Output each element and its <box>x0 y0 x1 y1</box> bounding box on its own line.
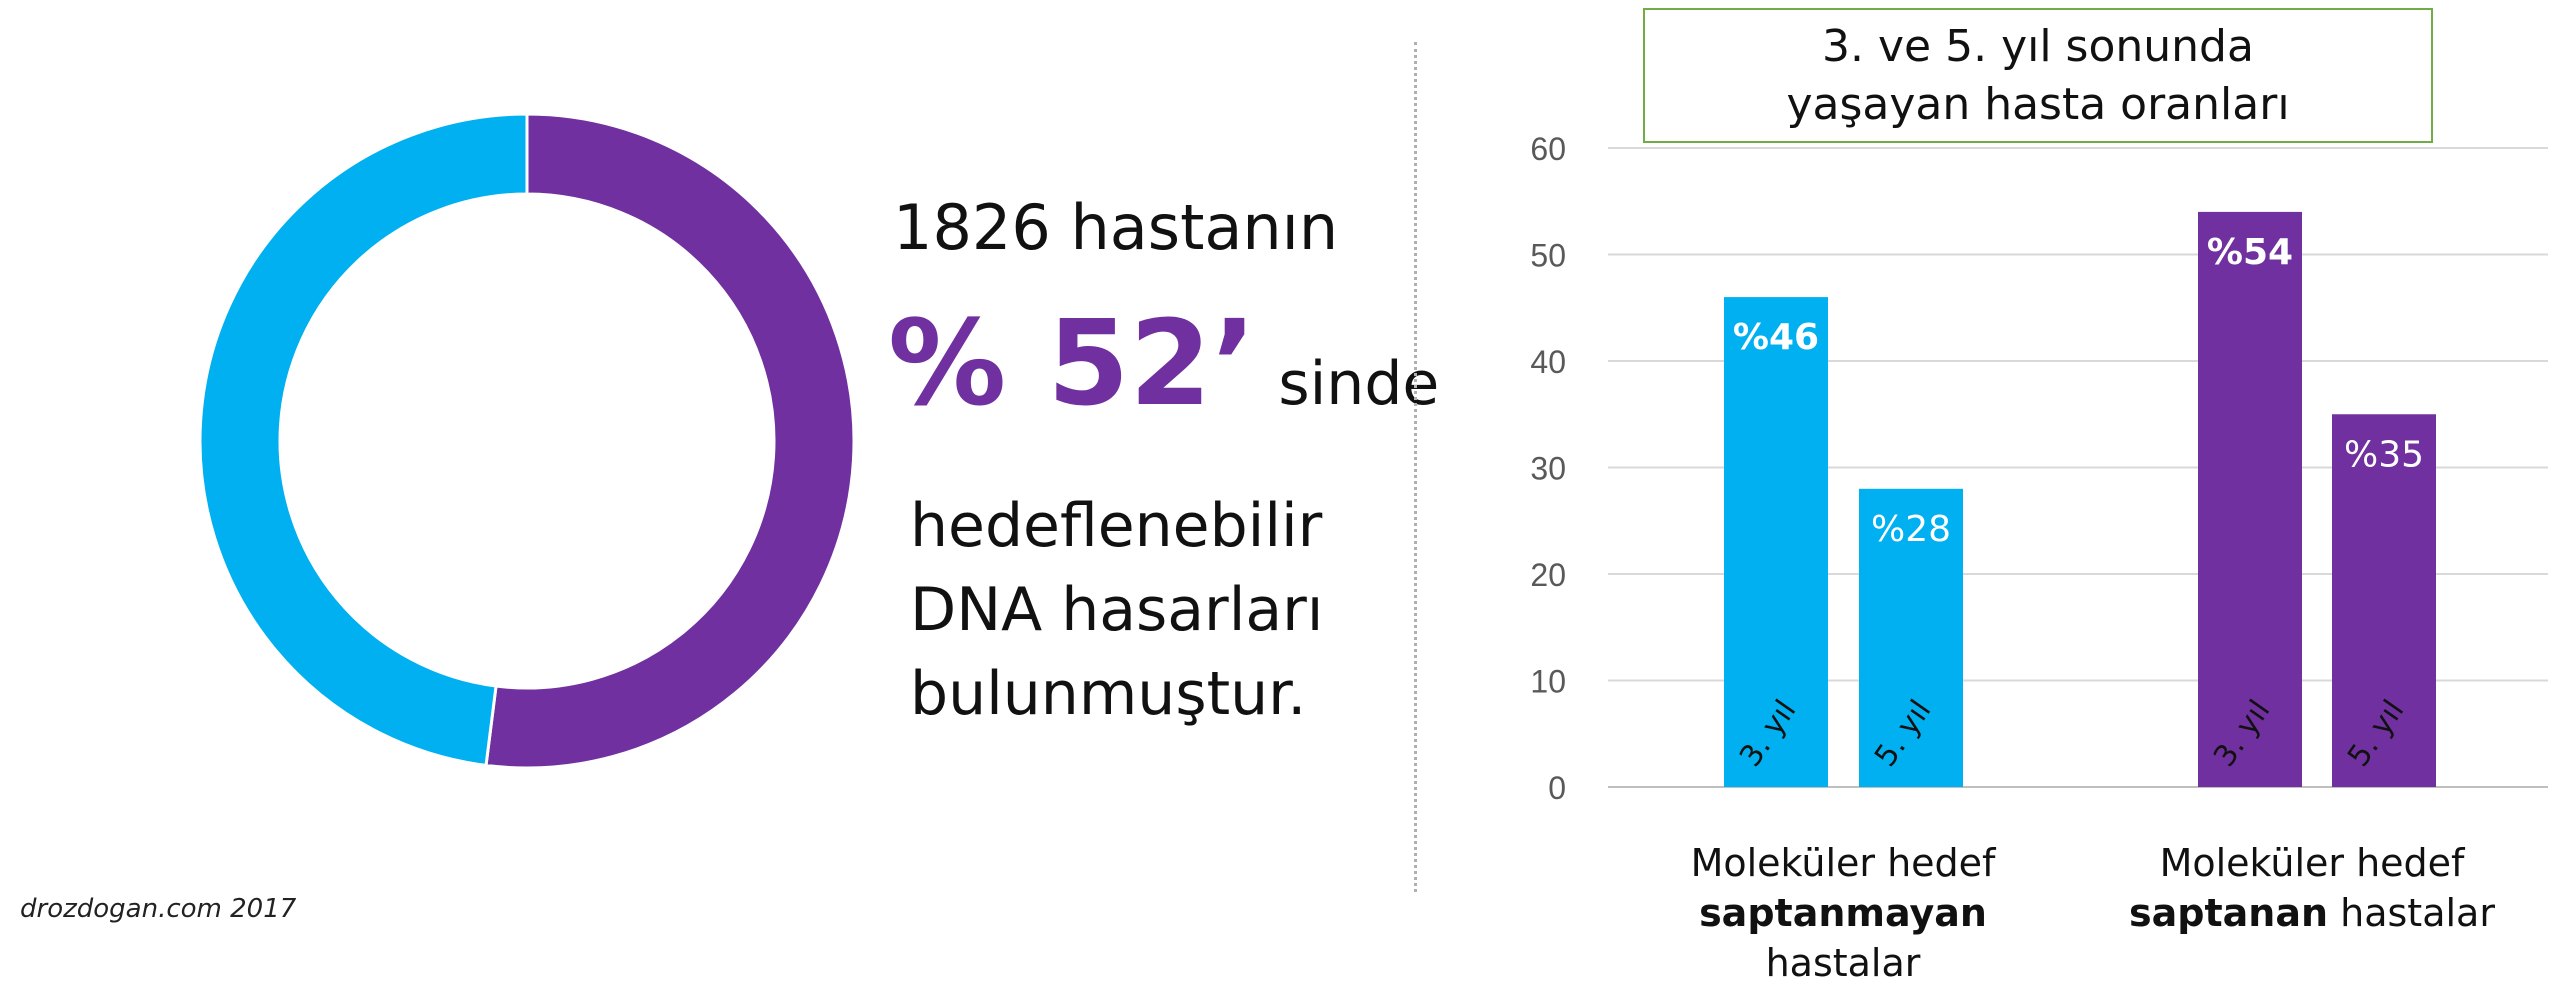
x-category-label-2-rest: hastalar <box>2328 891 2495 935</box>
bar-2 <box>1859 488 1963 787</box>
panel-divider <box>1414 42 1417 892</box>
donut-slice-1 <box>484 112 856 770</box>
x-category-label-2: Moleküler hedef saptanan hastalar <box>2102 838 2522 938</box>
y-tick-label-40: 40 <box>1530 344 1566 380</box>
bar-value-label-3: %54 <box>2207 232 2293 273</box>
bar-1 <box>1724 297 1828 787</box>
y-tick-label-30: 30 <box>1530 451 1566 487</box>
bar-value-label-4: %35 <box>2344 434 2424 475</box>
bar-4 <box>2332 414 2436 787</box>
chart-title-line-2: yaşayan hasta oranları <box>1786 78 2290 130</box>
footer-credit: drozdogan.com 2017 <box>20 894 297 924</box>
big-percentage: % 52’ <box>888 294 1257 432</box>
chart-title-box: 3. ve 5. yıl sonunda yaşayan hasta oranl… <box>1643 8 2433 143</box>
y-tick-label-10: 10 <box>1530 664 1566 700</box>
bar-value-label-2: %28 <box>1871 509 1951 550</box>
bar-value-label-1: %46 <box>1733 317 1819 358</box>
y-tick-label-0: 0 <box>1548 770 1566 806</box>
x-category-label-2-bold: saptanan <box>2129 891 2329 935</box>
y-tick-label-20: 20 <box>1530 557 1566 593</box>
percentage-suffix: sinde <box>1278 349 1440 419</box>
x-category-label-1: Moleküler hedef saptanmayan hastalar <box>1633 838 2053 988</box>
patient-count-text: 1826 hastanın <box>893 191 1339 264</box>
x-category-label-1-bold: saptanmayan <box>1699 891 1987 935</box>
bar-3 <box>2198 211 2302 787</box>
description-line-3: bulunmuştur. <box>910 659 1307 729</box>
percentage-row: % 52’ sinde <box>888 298 1439 428</box>
chart-title-line-1: 3. ve 5. yıl sonunda <box>1822 20 2254 72</box>
donut-chart <box>198 112 856 770</box>
x-category-label-2-line-1: Moleküler hedef <box>2159 841 2465 885</box>
description-line-1: hedeflenebilir <box>910 491 1323 561</box>
x-category-label-1-line-1: Moleküler hedef <box>1690 841 1996 885</box>
description-text: hedeflenebilir DNA hasarları bulunmuştur… <box>910 484 1323 736</box>
y-tick-label-60: 60 <box>1530 131 1566 167</box>
x-category-label-1-rest: hastalar <box>1765 941 1921 985</box>
description-line-2: DNA hasarları <box>910 575 1324 645</box>
donut-slice-2 <box>198 112 529 768</box>
y-tick-label-50: 50 <box>1530 238 1566 274</box>
